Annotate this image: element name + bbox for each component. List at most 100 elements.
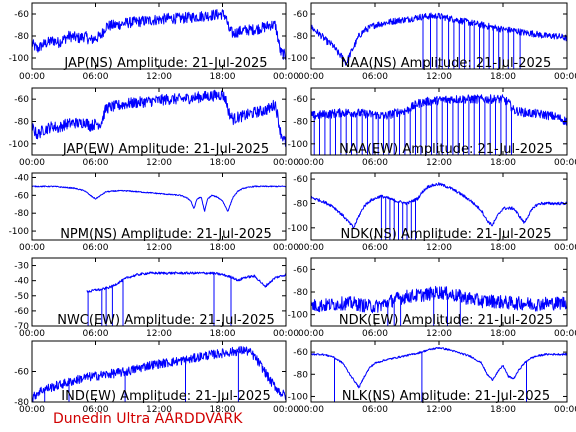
x-tick-label: 00:00	[554, 158, 576, 168]
y-tick-label: -80	[293, 118, 308, 128]
signal-trace	[311, 347, 567, 389]
signal-trace	[32, 89, 286, 147]
x-tick-label: 06:00	[362, 158, 388, 168]
y-tick-label: -60	[293, 348, 308, 358]
x-tick-label: 18:00	[490, 329, 516, 339]
x-tick-label: 06:00	[362, 329, 388, 339]
signal-trace	[32, 9, 286, 60]
x-tick-label: 18:00	[490, 158, 516, 168]
panel-title: NAA(EW) Amplitude: 21-Jul-2025	[339, 142, 553, 157]
panel-title: NWC(EW) Amplitude: 21-Jul-2025	[57, 313, 275, 328]
signal-trace	[86, 271, 286, 293]
x-tick-label: 00:00	[19, 243, 45, 253]
x-tick-label: 12:00	[426, 158, 452, 168]
y-tick-label: -60	[14, 95, 29, 105]
x-tick-label: 12:00	[146, 158, 172, 168]
x-tick-label: 18:00	[210, 405, 236, 415]
y-tick-label: -40	[14, 277, 29, 287]
panel-title: NDK(EW) Amplitude: 21-Jul-2025	[339, 313, 553, 328]
y-tick-label: -100	[288, 224, 309, 234]
x-tick-label: 12:00	[146, 329, 172, 339]
y-tick-label: -60	[14, 191, 29, 201]
y-tick-label: -60	[14, 307, 29, 317]
y-tick-label: -60	[293, 95, 308, 105]
y-tick-label: -100	[9, 227, 30, 237]
amplitude-panel: -100-80-6000:0006:0012:0018:0000:00NAA(E…	[288, 87, 576, 168]
x-tick-label: 06:00	[83, 158, 109, 168]
x-tick-label: 18:00	[210, 72, 236, 82]
y-tick-label: -100	[288, 311, 309, 321]
x-tick-label: 06:00	[83, 243, 109, 253]
signal-trace	[32, 345, 286, 402]
x-tick-label: 00:00	[298, 405, 324, 415]
amplitude-panel: -100-80-6000:0006:0012:0018:0000:00NDK(E…	[288, 257, 576, 339]
x-tick-label: 00:00	[273, 243, 299, 253]
x-tick-label: 06:00	[362, 243, 388, 253]
panel-title: NPM(NS) Amplitude: 21-Jul-2025	[60, 227, 272, 242]
y-tick-label: -60	[14, 368, 29, 378]
panel-title: NAA(NS) Amplitude: 21-Jul-2025	[341, 56, 552, 71]
y-tick-label: -60	[14, 10, 29, 20]
y-tick-label: -60	[293, 10, 308, 20]
y-tick-label: -100	[288, 140, 309, 150]
x-tick-label: 00:00	[273, 158, 299, 168]
x-tick-label: 12:00	[146, 243, 172, 253]
amplitude-panel: -100 -80 -60 00:00 06:00 12:00 18:00 00:00 JAP(N…	[9, 2, 299, 82]
x-tick-label: 00:00	[554, 405, 576, 415]
x-tick-label: 06:00	[83, 405, 109, 415]
x-tick-label: 00:00	[298, 158, 324, 168]
panel-title: NLK(NS) Amplitude: 21-Jul-2025	[342, 389, 550, 404]
x-tick-label: 12:00	[426, 243, 452, 253]
panel-title: JAP(NS) Amplitude: 21-Jul-2025	[63, 56, 267, 71]
x-tick-label: 18:00	[210, 329, 236, 339]
x-tick-label: 12:00	[426, 329, 452, 339]
x-tick-label: 00:00	[273, 72, 299, 82]
amplitude-panel: -100 -80 -60 00:00 06:00 12:00 18:00 00:00 NLK(N…	[288, 340, 576, 415]
signal-trace	[311, 12, 567, 66]
signal-trace	[32, 185, 286, 212]
x-tick-label: 00:00	[19, 329, 45, 339]
x-tick-label: 00:00	[19, 72, 45, 82]
amplitude-panel: -100-80-6000:0006:0012:0018:0000:00NDK(N…	[288, 172, 576, 253]
y-tick-label: -100	[288, 392, 309, 402]
x-tick-label: 00:00	[19, 158, 45, 168]
x-tick-label: 00:00	[298, 329, 324, 339]
x-tick-label: 00:00	[19, 405, 45, 415]
amplitude-panel: -70 -60 -50 -40 -30 00:00 06:00 12:00 18:00 00:00…	[14, 257, 299, 339]
x-tick-label: 06:00	[362, 405, 388, 415]
x-tick-label: 18:00	[490, 405, 516, 415]
y-tick-label: -80	[293, 288, 308, 298]
y-tick-label: -100	[288, 54, 309, 64]
signal-trace	[311, 94, 567, 126]
panel-title: JAP(EW) Amplitude: 21-Jul-2025	[62, 142, 269, 157]
x-tick-label: 06:00	[362, 72, 388, 82]
x-tick-label: 12:00	[426, 405, 452, 415]
amplitude-panel: -100 -80 -60 00:00 06:00 12:00 18:00 00:00 JAP(E…	[9, 87, 299, 168]
x-tick-label: 12:00	[146, 405, 172, 415]
y-tick-label: -60	[293, 265, 308, 275]
y-tick-label: -40	[14, 173, 29, 183]
y-tick-label: -80	[293, 32, 308, 42]
x-tick-label: 00:00	[273, 329, 299, 339]
amplitude-panel: -100-80-6000:0006:0012:0018:0000:00NAA(N…	[288, 2, 576, 82]
x-tick-label: 00:00	[554, 243, 576, 253]
x-tick-label: 00:00	[273, 405, 299, 415]
panel-title: IND(EW) Amplitude: 21-Jul-2025	[61, 389, 270, 404]
x-tick-label: 00:00	[554, 72, 576, 82]
y-tick-label: -80	[293, 370, 308, 380]
y-tick-label: -80	[14, 118, 29, 128]
panel-title: NDK(NS) Amplitude: 21-Jul-2025	[340, 227, 551, 242]
x-tick-label: 06:00	[83, 329, 109, 339]
footer-label: Dunedin Ultra AARDDVARK	[53, 411, 243, 427]
x-tick-label: 06:00	[83, 72, 109, 82]
x-tick-label: 12:00	[426, 72, 452, 82]
y-tick-label: -30	[14, 262, 29, 272]
signal-trace	[311, 182, 567, 229]
y-tick-label: -80	[14, 32, 29, 42]
x-tick-label: 18:00	[490, 243, 516, 253]
x-tick-label: 00:00	[554, 329, 576, 339]
